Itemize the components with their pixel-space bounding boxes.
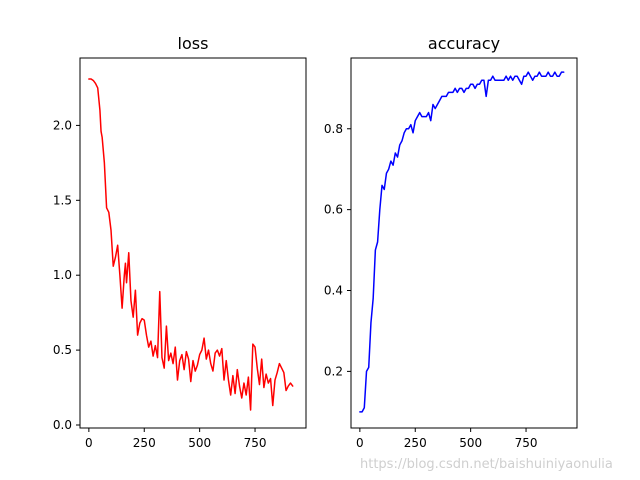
y-tick-label: 0.8 <box>324 122 343 136</box>
accuracy-subplot: accuracy 0 250 500 750 0.2 0.4 0.6 0.8 <box>324 34 578 450</box>
loss-subplot: loss 0 250 500 750 0.0 0.5 1.0 1.5 2.0 <box>53 34 307 450</box>
x-tick-label: 0 <box>85 436 93 450</box>
series-line <box>359 71 565 413</box>
x-tick-label: 250 <box>133 436 156 450</box>
y-tick-label: 2.0 <box>53 118 72 132</box>
x-tick-label: 500 <box>459 436 482 450</box>
y-tick-label: 1.0 <box>53 268 72 282</box>
x-tick-label: 250 <box>404 436 427 450</box>
x-tick-label: 750 <box>244 436 267 450</box>
y-tick-label: 1.5 <box>53 193 72 207</box>
x-tick-label: 500 <box>188 436 211 450</box>
y-tick-label: 0.2 <box>324 364 343 378</box>
subplot-title: accuracy <box>428 34 500 53</box>
watermark-text: https://blog.csdn.net/baishuiniyaonulia <box>360 457 613 472</box>
series-line <box>88 78 294 411</box>
y-tick-label: 0.4 <box>324 284 343 298</box>
x-tick-label: 0 <box>356 436 364 450</box>
axes-frame <box>350 57 578 429</box>
x-tick-label: 750 <box>515 436 538 450</box>
y-tick-label: 0.6 <box>324 203 343 217</box>
y-tick-label: 0.5 <box>53 343 72 357</box>
axes-frame <box>79 57 307 429</box>
subplot-title: loss <box>178 34 209 53</box>
y-tick-label: 0.0 <box>53 418 72 432</box>
